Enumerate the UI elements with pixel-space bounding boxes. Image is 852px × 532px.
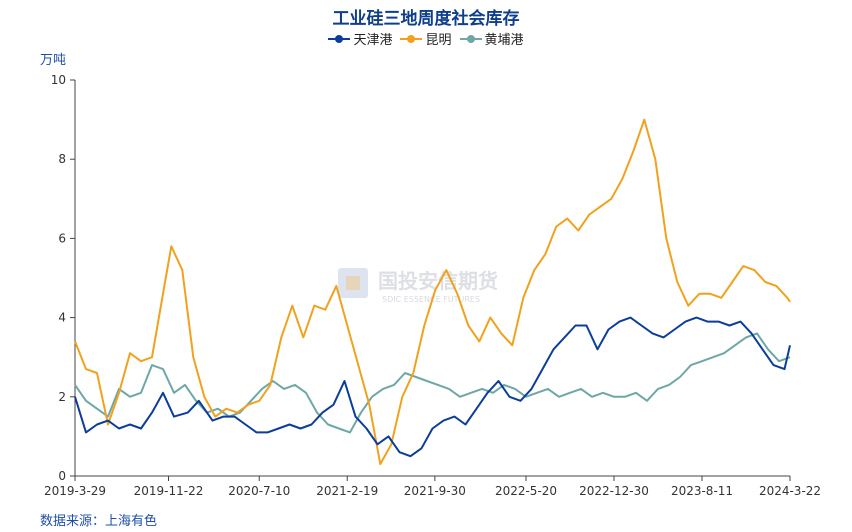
y-tick-label: 8: [58, 152, 66, 166]
series-line-0: [74, 316, 791, 458]
x-tick-label: 2023-8-11: [671, 484, 733, 498]
watermark-logo-icon: [338, 268, 368, 298]
watermark-logo-inner: [346, 276, 360, 290]
legend-item-kunming[interactable]: 昆明: [400, 29, 452, 48]
series-line-1: [74, 118, 791, 466]
series-lines: [74, 118, 791, 466]
y-tick-label: 2: [58, 390, 66, 404]
x-tick-label: 2021-9-30: [404, 484, 466, 498]
x-tick-label: 2022-5-20: [495, 484, 557, 498]
legend-marker: [400, 33, 423, 45]
chart-title: 工业硅三地周度社会库存: [332, 9, 520, 29]
x-axis-ticks: 2019-3-29 2019-11-22 2020-7-10 2021-2-19 202…: [44, 476, 821, 498]
legend-item-huangpu[interactable]: 黄埔港: [459, 29, 524, 48]
y-tick-label: 6: [58, 231, 66, 245]
watermark-subtext: SDIC ESSENCE FUTURES: [382, 295, 480, 304]
x-tick-label: 2021-2-19: [316, 484, 378, 498]
legend-label: 昆明: [425, 33, 452, 48]
y-tick-label: 4: [58, 311, 66, 325]
y-axis-unit-label: 万吨: [40, 53, 67, 68]
y-tick-label: 0: [58, 469, 66, 483]
watermark-text: 国投安信期货: [378, 269, 498, 293]
legend-item-tianjin[interactable]: 天津港: [328, 29, 392, 48]
x-tick-label: 2020-7-10: [228, 484, 290, 498]
x-tick-label: 2019-3-29: [44, 484, 106, 498]
legend-marker: [459, 33, 482, 45]
y-tick-label: 10: [51, 73, 66, 87]
source-note: 数据来源：上海有色: [40, 514, 158, 529]
chart-legend: 天津港 昆明 黄埔港: [0, 29, 852, 48]
x-tick-label: 2022-12-30: [579, 484, 649, 498]
legend-label: 天津港: [353, 33, 393, 48]
watermark: 国投安信期货 SDIC ESSENCE FUTURES: [338, 268, 498, 304]
x-tick-label: 2019-11-22: [134, 484, 204, 498]
legend-marker: [328, 33, 351, 45]
x-tick-label: 2024-3-22: [759, 484, 821, 498]
y-axis-ticks: 0 2 4 6 8 10: [51, 73, 75, 483]
series-line-2: [74, 332, 791, 434]
legend-label: 黄埔港: [484, 33, 524, 48]
